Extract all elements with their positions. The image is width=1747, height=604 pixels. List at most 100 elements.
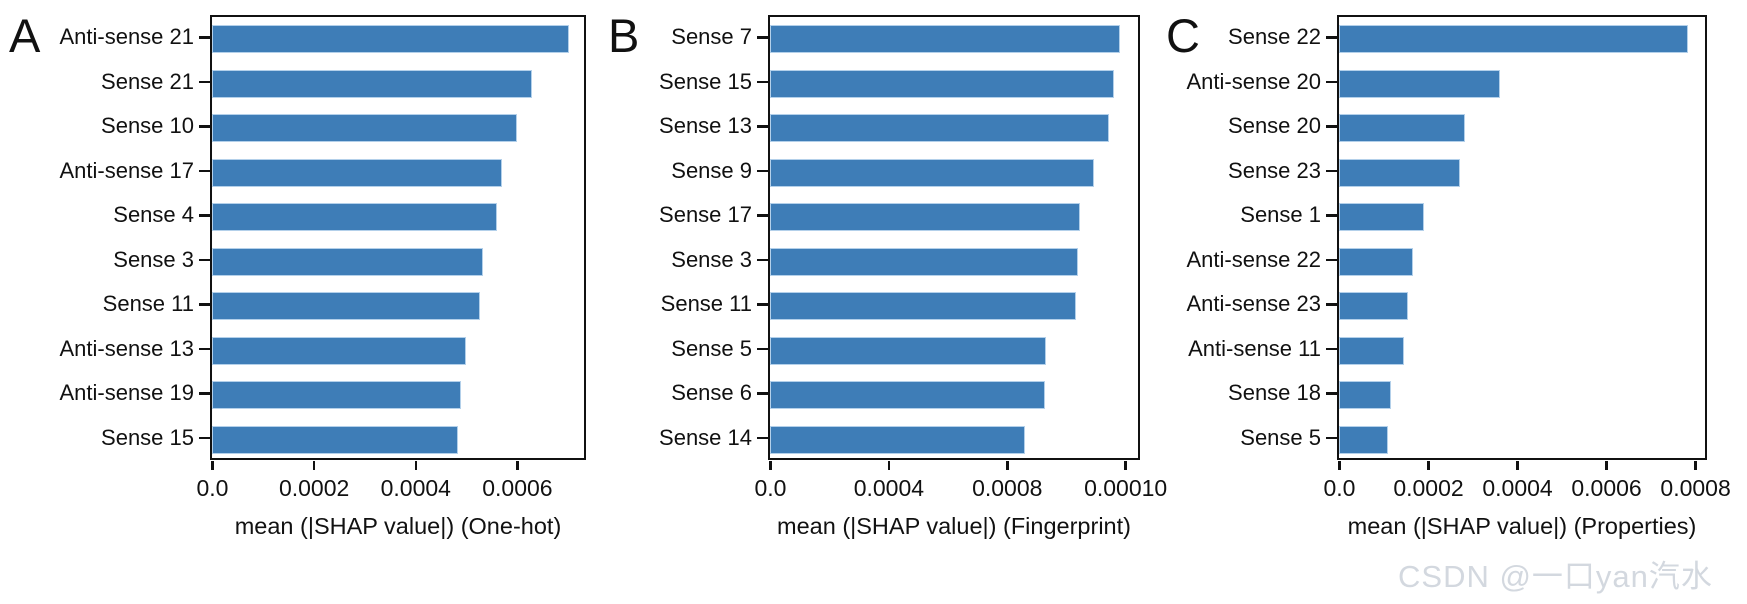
bar-A-2: [212, 114, 517, 143]
category-label-A-7: Anti-sense 13: [59, 335, 194, 361]
bar-C-8: [1339, 381, 1391, 410]
category-label-B-7: Sense 5: [671, 335, 752, 361]
category-label-B-4: Sense 17: [659, 202, 752, 228]
panel-letter-A: A: [9, 9, 41, 62]
x-tick-A-0: [211, 461, 214, 470]
plot-area-C: [1337, 15, 1707, 460]
category-label-A-0: Anti-sense 21: [59, 24, 194, 50]
bar-B-2: [770, 114, 1110, 143]
bar-A-0: [212, 25, 570, 54]
y-tick-A-5: [199, 258, 210, 261]
bar-B-4: [770, 203, 1081, 232]
y-tick-B-3: [757, 169, 768, 172]
y-tick-C-5: [1326, 258, 1337, 261]
category-label-B-5: Sense 3: [671, 246, 752, 272]
bar-C-7: [1339, 336, 1405, 365]
bar-C-3: [1339, 158, 1461, 187]
y-tick-B-6: [757, 303, 768, 306]
bar-B-3: [770, 158, 1095, 187]
bar-B-5: [770, 247, 1078, 276]
plot-area-A: [210, 15, 586, 460]
bar-C-1: [1339, 69, 1500, 98]
category-label-B-9: Sense 14: [659, 424, 752, 450]
x-tick-label-A-2: 0.0004: [380, 475, 451, 501]
category-label-C-9: Sense 5: [1240, 424, 1321, 450]
x-tick-C-3: [1605, 461, 1608, 470]
y-tick-A-2: [199, 125, 210, 128]
category-label-C-0: Sense 22: [1228, 24, 1321, 50]
bar-C-5: [1339, 247, 1413, 276]
x-tick-A-1: [312, 461, 316, 470]
x-tick-label-C-0: 0.0: [1323, 475, 1356, 501]
y-tick-A-1: [199, 80, 210, 83]
x-tick-C-1: [1427, 461, 1430, 470]
y-tick-C-1: [1326, 80, 1337, 83]
y-tick-C-2: [1326, 125, 1337, 128]
y-tick-A-7: [199, 347, 210, 350]
category-label-B-3: Sense 9: [671, 157, 752, 183]
x-tick-label-C-1: 0.0002: [1393, 475, 1464, 501]
x-tick-B-1: [887, 461, 891, 470]
category-label-C-4: Sense 1: [1240, 202, 1321, 228]
category-label-C-3: Sense 23: [1228, 157, 1321, 183]
y-tick-C-3: [1326, 169, 1337, 172]
category-label-A-4: Sense 4: [113, 202, 194, 228]
x-tick-label-A-1: 0.0002: [278, 475, 350, 501]
y-tick-B-0: [757, 36, 768, 39]
bar-C-6: [1339, 292, 1409, 321]
x-tick-B-0: [769, 461, 772, 470]
category-label-A-2: Sense 10: [101, 113, 194, 139]
bar-A-6: [212, 292, 480, 321]
y-tick-C-9: [1326, 436, 1337, 439]
plot-area-B: [768, 15, 1140, 460]
x-tick-A-2: [414, 461, 418, 470]
bar-C-4: [1339, 203, 1425, 232]
x-tick-label-A-3: 0.0006: [482, 475, 553, 501]
category-label-B-1: Sense 15: [659, 68, 752, 94]
y-tick-B-9: [757, 436, 768, 439]
bar-B-9: [770, 425, 1026, 454]
y-tick-C-7: [1326, 347, 1337, 350]
bar-B-7: [770, 336, 1046, 365]
category-label-B-6: Sense 11: [660, 291, 752, 317]
x-tick-label-B-0: 0.0: [754, 475, 787, 501]
x-axis-label-B: mean (|SHAP value|) (Fingerprint): [777, 513, 1131, 539]
bar-A-3: [212, 158, 502, 187]
category-label-A-5: Sense 3: [113, 246, 194, 272]
category-label-C-6: Anti-sense 23: [1186, 291, 1321, 317]
y-tick-C-4: [1326, 214, 1337, 217]
y-tick-B-1: [757, 80, 768, 83]
y-tick-B-8: [757, 392, 768, 395]
x-tick-label-B-2: 0.0008: [972, 475, 1043, 501]
category-label-B-0: Sense 7: [671, 24, 752, 50]
x-tick-label-C-2: 0.0004: [1482, 475, 1553, 501]
x-tick-label-B-1: 0.0004: [853, 475, 925, 501]
x-tick-C-0: [1338, 461, 1341, 470]
category-label-A-6: Sense 11: [102, 291, 194, 317]
x-tick-B-3: [1124, 461, 1127, 470]
y-tick-C-0: [1326, 36, 1337, 39]
category-label-C-2: Sense 20: [1228, 113, 1321, 139]
y-tick-B-4: [757, 214, 768, 217]
bar-A-7: [212, 336, 467, 365]
bar-B-8: [770, 381, 1045, 410]
x-tick-label-B-3: 0.00010: [1084, 475, 1168, 501]
panel-letter-C: C: [1166, 9, 1200, 62]
category-label-A-8: Anti-sense 19: [59, 380, 194, 406]
category-label-B-2: Sense 13: [659, 113, 752, 139]
category-label-A-9: Sense 15: [101, 424, 194, 450]
x-tick-A-3: [516, 461, 519, 470]
y-tick-A-8: [199, 392, 210, 395]
y-tick-A-3: [199, 169, 210, 172]
bar-A-5: [212, 247, 484, 276]
y-tick-B-5: [757, 258, 768, 261]
x-axis-label-A: mean (|SHAP value|) (One-hot): [234, 513, 562, 539]
bar-B-0: [770, 25, 1121, 54]
category-label-B-8: Sense 6: [671, 380, 752, 406]
category-label-C-8: Sense 18: [1228, 380, 1321, 406]
bar-C-0: [1339, 25, 1688, 54]
y-tick-C-8: [1326, 392, 1337, 395]
category-label-C-5: Anti-sense 22: [1186, 246, 1321, 272]
y-tick-A-6: [199, 303, 210, 306]
category-label-A-1: Sense 21: [101, 68, 194, 94]
